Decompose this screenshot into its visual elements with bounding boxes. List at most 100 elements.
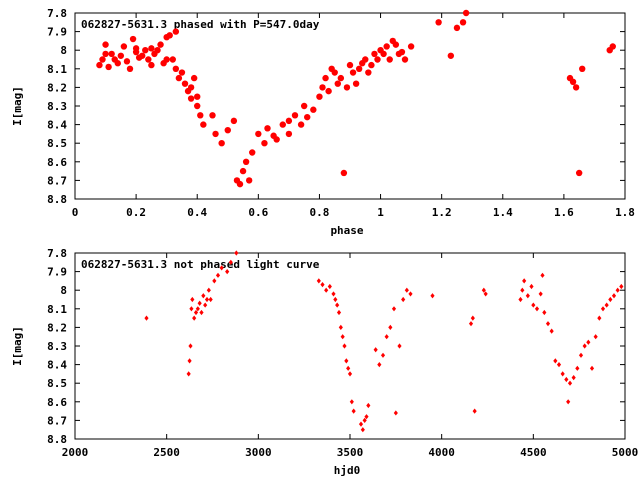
phased-data-point <box>435 19 442 26</box>
unphased-y-tick-label: 8.1 <box>47 303 67 316</box>
unphased-data-point <box>344 358 349 364</box>
phased-axis-ticks: 0 0.2 0.4 0.6 0.8 1 1.2 1.4 1.6 1.8 7.8 7.9 8 8.1 8.2 8… <box>47 7 635 219</box>
phased-data-point <box>105 63 112 71</box>
phased-x-tick-label: 1 <box>377 206 384 219</box>
phased-data-point <box>249 149 256 156</box>
phased-data-point <box>120 43 128 50</box>
phased-data-point <box>261 140 268 147</box>
unphased-data-point <box>556 362 562 368</box>
phased-data-point <box>187 95 195 102</box>
phased-data-point <box>181 80 189 87</box>
unphased-data-point <box>349 399 354 405</box>
unphased-data-point <box>228 259 233 265</box>
phased-data-point <box>273 136 280 143</box>
phased-data-point <box>325 87 332 95</box>
phased-data-point <box>224 126 231 134</box>
unphased-data-point <box>483 291 488 297</box>
phased-x-axis-label: phase <box>330 224 363 237</box>
unphased-data-point <box>564 376 569 383</box>
phased-data-point <box>145 56 152 63</box>
phased-data-point <box>310 106 317 113</box>
phased-data-point <box>285 130 293 138</box>
unphased-x-tick-label: 2500 <box>153 446 180 459</box>
phased-panel: 062827-5631.3 phased with P=547.0day pha… <box>11 7 635 237</box>
phased-data-point <box>117 52 125 59</box>
phased-data-point <box>291 112 299 119</box>
unphased-data-point <box>204 296 210 303</box>
phased-x-tick-label: 1.4 <box>493 206 513 219</box>
unphased-data-point <box>531 302 536 308</box>
phased-data-point <box>374 56 381 63</box>
unphased-data-point <box>327 283 332 290</box>
phased-data-point <box>230 117 238 125</box>
unphased-y-tick-label: 8.6 <box>47 396 67 409</box>
unphased-y-tick-label: 8 <box>60 284 67 297</box>
phased-data-point <box>190 74 198 82</box>
unphased-data-point <box>362 417 367 423</box>
unphased-data-point <box>384 334 389 340</box>
phased-data-point <box>194 102 201 110</box>
unphased-x-tick-label: 4500 <box>520 446 547 459</box>
unphased-data-point <box>611 293 617 299</box>
unphased-panel: 062827-5631.3 not phased light curve hjd… <box>11 247 638 477</box>
phased-data-point <box>236 180 244 188</box>
unphased-data-point <box>366 402 371 409</box>
unphased-data-point <box>144 315 149 321</box>
phased-data-point <box>126 65 134 73</box>
unphased-data-point <box>316 278 321 284</box>
phased-x-tick-label: 1.8 <box>615 206 635 219</box>
unphased-data-point <box>335 302 340 308</box>
unphased-data-point <box>192 315 197 321</box>
phased-y-tick-label: 8.6 <box>47 156 67 169</box>
unphased-data-point <box>586 339 591 345</box>
phased-data-points <box>96 9 616 188</box>
unphased-data-point <box>346 365 351 371</box>
unphased-data-point <box>525 293 530 299</box>
phased-y-tick-label: 8.8 <box>47 193 67 206</box>
phased-data-point <box>96 61 103 69</box>
phased-data-point <box>279 121 286 128</box>
phased-data-point <box>349 69 357 76</box>
phased-data-point <box>300 102 308 110</box>
phased-data-point <box>569 78 577 86</box>
phased-data-point <box>343 84 351 91</box>
phased-y-tick-label: 8.3 <box>47 100 67 113</box>
unphased-y-tick-label: 8.2 <box>47 321 67 334</box>
phased-data-point <box>575 169 583 177</box>
phased-data-point <box>264 125 271 132</box>
unphased-data-point <box>472 408 477 414</box>
phased-x-tick-label: 1.6 <box>554 206 574 219</box>
phased-data-point <box>453 24 461 32</box>
phased-panel-title: 062827-5631.3 phased with P=547.0day <box>81 18 320 31</box>
unphased-data-point <box>188 343 193 349</box>
unphased-data-point <box>582 343 587 349</box>
phased-data-point <box>218 140 225 147</box>
phased-y-tick-label: 8.2 <box>47 81 67 94</box>
unphased-data-point <box>593 334 598 340</box>
unphased-data-point <box>324 287 329 293</box>
unphased-y-tick-label: 8.8 <box>47 433 67 446</box>
phased-y-tick-label: 8.7 <box>47 174 67 187</box>
unphased-data-point <box>340 334 345 340</box>
phased-data-point <box>297 121 305 128</box>
phased-data-point <box>346 61 354 69</box>
unphased-data-point <box>190 296 195 303</box>
unphased-x-tick-label: 3000 <box>245 446 272 459</box>
unphased-data-point <box>520 287 525 293</box>
unphased-data-point <box>566 399 571 405</box>
phased-data-point <box>163 56 170 63</box>
phased-data-point <box>123 58 131 65</box>
unphased-x-tick-label: 5000 <box>612 446 639 459</box>
phased-data-point <box>368 61 375 69</box>
phased-data-point <box>459 19 467 26</box>
phased-data-point <box>398 48 406 56</box>
phased-data-point <box>304 113 311 121</box>
phased-data-point <box>609 43 616 50</box>
phased-data-point <box>142 47 149 54</box>
unphased-data-point <box>540 272 545 278</box>
unphased-data-point <box>351 408 356 414</box>
phased-data-point <box>352 80 360 87</box>
phased-data-point <box>172 65 180 73</box>
phased-data-point <box>102 41 109 48</box>
